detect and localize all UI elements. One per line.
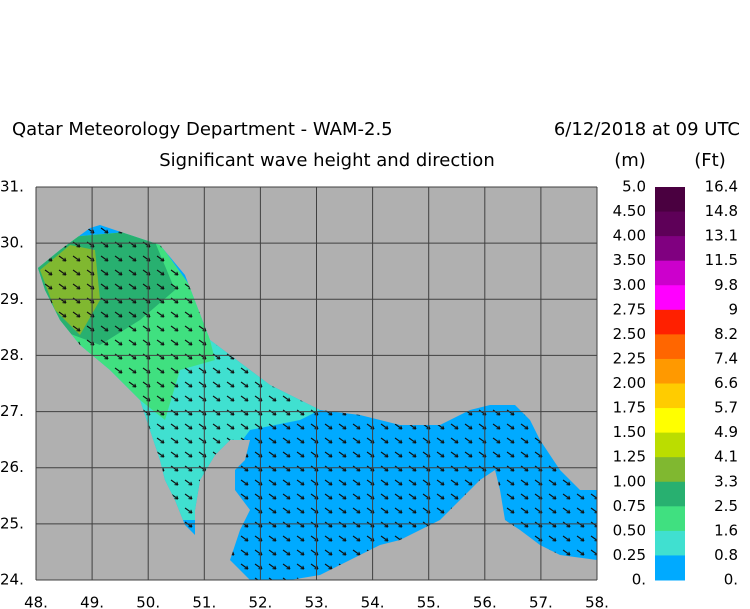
m-label: 0. xyxy=(632,571,646,589)
ft-label: 9.8 xyxy=(714,276,738,294)
ft-label: 13.1 xyxy=(705,227,738,245)
color-box xyxy=(655,211,685,237)
ft-label: 14.8 xyxy=(705,202,738,220)
color-box xyxy=(655,457,685,483)
ft-label: 1.6 xyxy=(714,521,738,539)
x-tick-label: 48. xyxy=(24,594,48,609)
ft-label: 11.5 xyxy=(705,251,738,269)
m-label: 1.75 xyxy=(613,399,646,417)
color-box xyxy=(655,408,685,434)
x-tick-label: 56. xyxy=(473,594,497,609)
x-tick-label: 52. xyxy=(248,594,272,609)
x-tick-label: 57. xyxy=(529,594,553,609)
ft-label: 6.6 xyxy=(714,374,738,392)
ft-label: 4.1 xyxy=(714,448,738,466)
m-label: 2.75 xyxy=(613,300,646,318)
m-label: 1.00 xyxy=(613,472,646,490)
colorbar: 5.0 4.50 4.00 3.50 3.00 2.75 2.50 2.25 2.00 1.75 1… xyxy=(613,178,738,589)
color-box xyxy=(655,358,685,384)
m-label: 2.25 xyxy=(613,349,646,367)
ft-label: 7.4 xyxy=(714,349,738,367)
color-box xyxy=(655,383,685,409)
color-box xyxy=(655,555,685,581)
m-label: 4.00 xyxy=(613,227,646,245)
x-tick-label: 58. xyxy=(585,594,609,609)
ft-label: 16.4 xyxy=(705,178,738,196)
color-box xyxy=(655,481,685,507)
ft-label: 3.3 xyxy=(714,472,738,490)
m-label: 3.50 xyxy=(613,251,646,269)
m-label: 3.00 xyxy=(613,276,646,294)
color-box xyxy=(655,530,685,556)
x-tick-label: 55. xyxy=(417,594,441,609)
x-tick-label: 53. xyxy=(305,594,329,609)
y-tick-label: 30. xyxy=(0,234,24,252)
ft-label: 0. xyxy=(724,571,738,589)
grid: 48. 49. 50. 51. 52. 53. 54. 55. 56. 57. 58. 24. 25. 2… xyxy=(0,178,609,609)
y-tick-label: 26. xyxy=(0,458,24,476)
y-tick-label: 31. xyxy=(0,178,24,196)
unit-ft: (Ft) xyxy=(694,150,725,171)
x-tick-label: 51. xyxy=(192,594,216,609)
color-box xyxy=(655,236,685,262)
color-box xyxy=(655,334,685,360)
m-label: 2.00 xyxy=(613,374,646,392)
y-tick-label: 29. xyxy=(0,290,24,308)
x-tick-label: 50. xyxy=(136,594,160,609)
ft-label: 8.2 xyxy=(714,325,738,343)
y-tick-label: 25. xyxy=(0,514,24,532)
color-box xyxy=(655,285,685,311)
color-box xyxy=(655,506,685,532)
ft-label: 0.8 xyxy=(714,546,738,564)
title: Qatar Meteorology Department - WAM-2.5 xyxy=(12,119,393,140)
color-box xyxy=(655,187,685,213)
m-label: 1.50 xyxy=(613,423,646,441)
ft-label: 9 xyxy=(728,300,738,318)
m-label: 0.75 xyxy=(613,497,646,515)
x-tick-label: 54. xyxy=(361,594,385,609)
y-tick-label: 24. xyxy=(0,571,24,589)
m-label: 0.25 xyxy=(613,546,646,564)
x-tick-label: 49. xyxy=(80,594,104,609)
color-box xyxy=(655,309,685,335)
ft-label: 2.5 xyxy=(714,497,738,515)
y-tick-label: 28. xyxy=(0,346,24,364)
color-box xyxy=(655,432,685,458)
color-box xyxy=(655,260,685,286)
subtitle: Significant wave height and direction xyxy=(159,150,494,171)
ft-label: 5.7 xyxy=(714,399,738,417)
date: 6/12/2018 at 09 UTC xyxy=(554,119,740,140)
m-label: 1.25 xyxy=(613,448,646,466)
unit-m: (m) xyxy=(614,150,646,171)
ft-label: 4.9 xyxy=(714,423,738,441)
m-label: 0.50 xyxy=(613,521,646,539)
y-tick-label: 27. xyxy=(0,402,24,420)
m-label: 5.0 xyxy=(622,178,646,196)
m-label: 2.50 xyxy=(613,325,646,343)
m-label: 4.50 xyxy=(613,202,646,220)
